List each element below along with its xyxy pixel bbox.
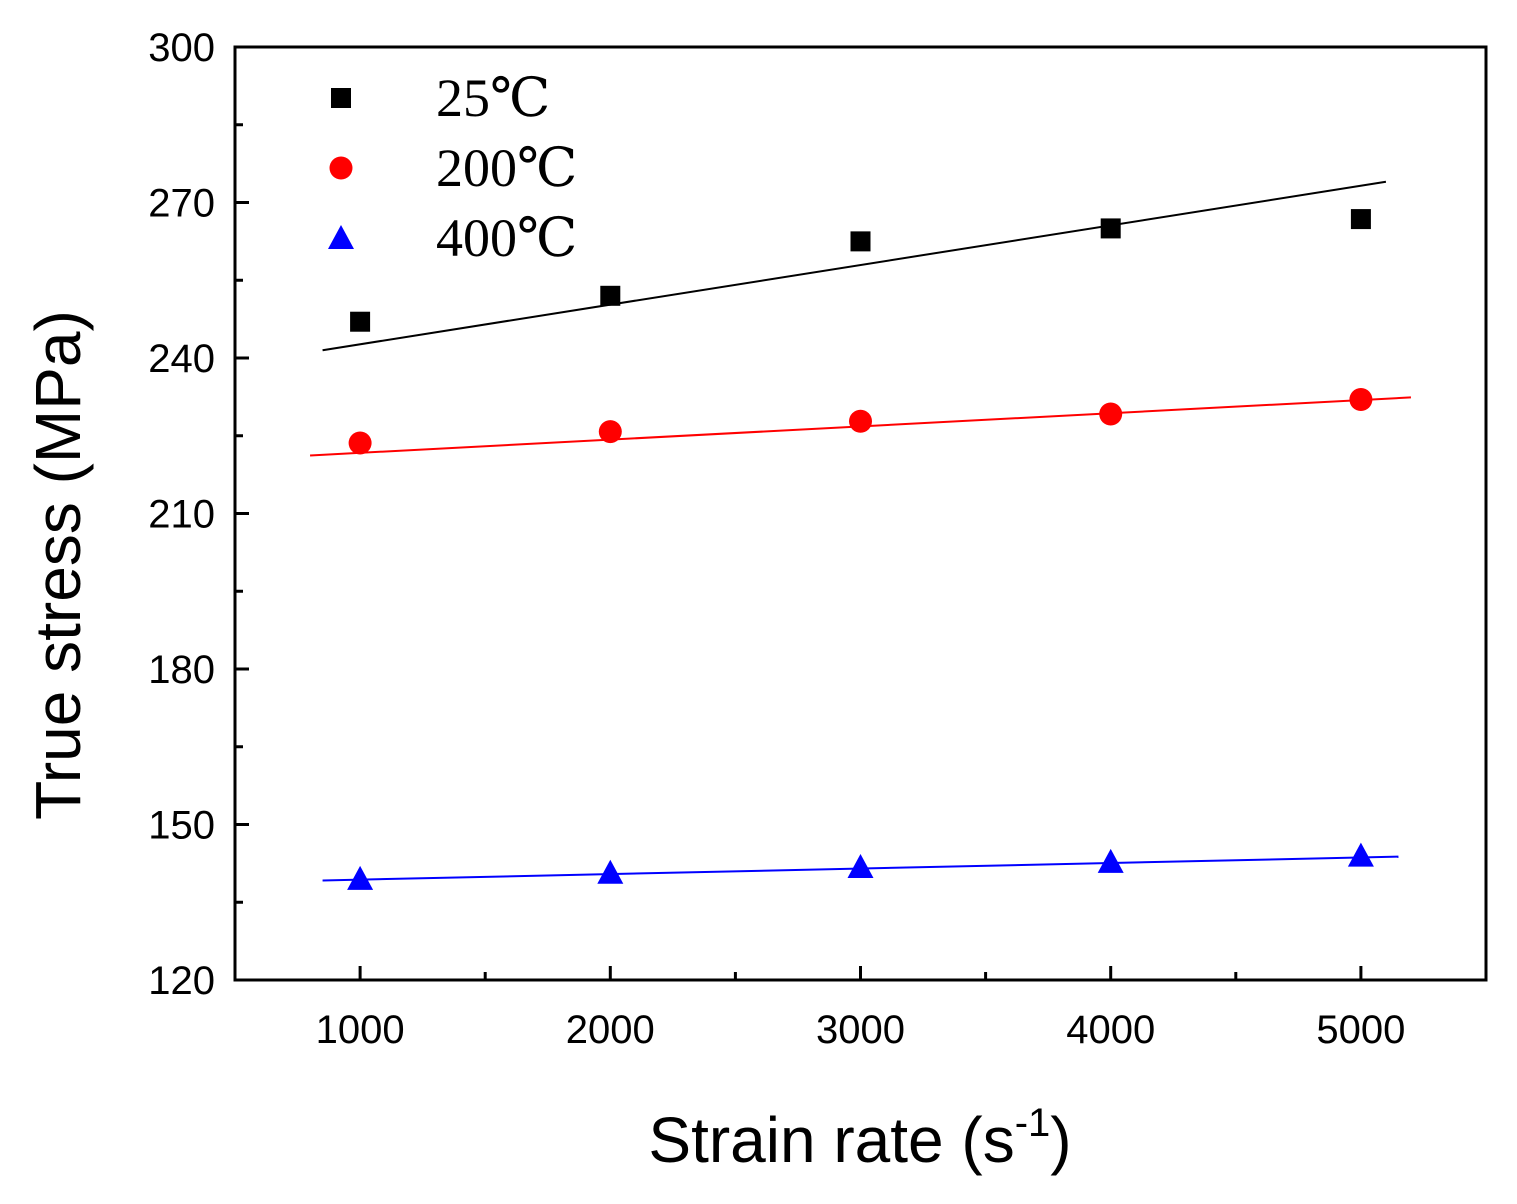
data-point-triangle <box>347 865 374 890</box>
y-tick-label: 270 <box>148 182 215 226</box>
x-axis-title: Strain rate (s-1) <box>648 1101 1071 1176</box>
data-point-square <box>850 231 871 252</box>
x-tick-label: 1000 <box>316 1008 405 1052</box>
plot-frame <box>233 45 1488 982</box>
legend-label: 25℃ <box>436 68 550 128</box>
legend-marker-square <box>331 88 351 108</box>
y-tick-label: 300 <box>148 26 215 70</box>
y-tick-label: 180 <box>148 648 215 692</box>
y-tick-label: 150 <box>148 804 215 848</box>
axis-ticks <box>235 45 1363 982</box>
x-tick-label: 5000 <box>1316 1008 1405 1052</box>
y-tick-label: 120 <box>148 959 215 1003</box>
x-tick-label: 3000 <box>816 1008 905 1052</box>
data-point-circle <box>598 420 622 444</box>
data-point-circle <box>1349 387 1373 411</box>
data-markers <box>347 209 1374 890</box>
data-point-triangle <box>1097 848 1124 873</box>
fit-lines <box>310 180 1411 882</box>
fit-line-square <box>322 180 1387 352</box>
data-point-square <box>1100 218 1121 239</box>
data-point-square <box>350 311 371 332</box>
axis-tick-labels: 1000 2000 3000 4000 5000 120 150 180 210 240 270 30… <box>148 26 1405 1052</box>
y-axis-title: True stress (MPa) <box>22 310 94 820</box>
data-point-square <box>600 285 621 306</box>
data-point-circle <box>348 431 372 455</box>
x-tick-label: 4000 <box>1066 1008 1155 1052</box>
legend-marker-circle <box>329 156 353 180</box>
data-point-circle <box>849 409 872 433</box>
legend-label: 400℃ <box>436 208 577 268</box>
data-point-triangle <box>597 859 624 884</box>
x-axis-title-superscript: -1 <box>1015 1101 1051 1145</box>
x-axis-title-main: Strain rate (s <box>648 1104 1014 1176</box>
data-point-triangle <box>847 854 874 879</box>
y-tick-label: 210 <box>148 493 215 537</box>
x-tick-label: 2000 <box>566 1008 655 1052</box>
y-tick-label: 240 <box>148 337 215 381</box>
x-axis-title-close: ) <box>1050 1104 1071 1176</box>
data-point-triangle <box>1347 842 1374 867</box>
legend-label: 200℃ <box>436 138 577 198</box>
data-point-square <box>1350 209 1371 230</box>
data-point-circle <box>1099 402 1123 426</box>
legend-marker-triangle <box>328 225 354 249</box>
legend: 25℃ 200℃ 400℃ <box>328 68 577 268</box>
